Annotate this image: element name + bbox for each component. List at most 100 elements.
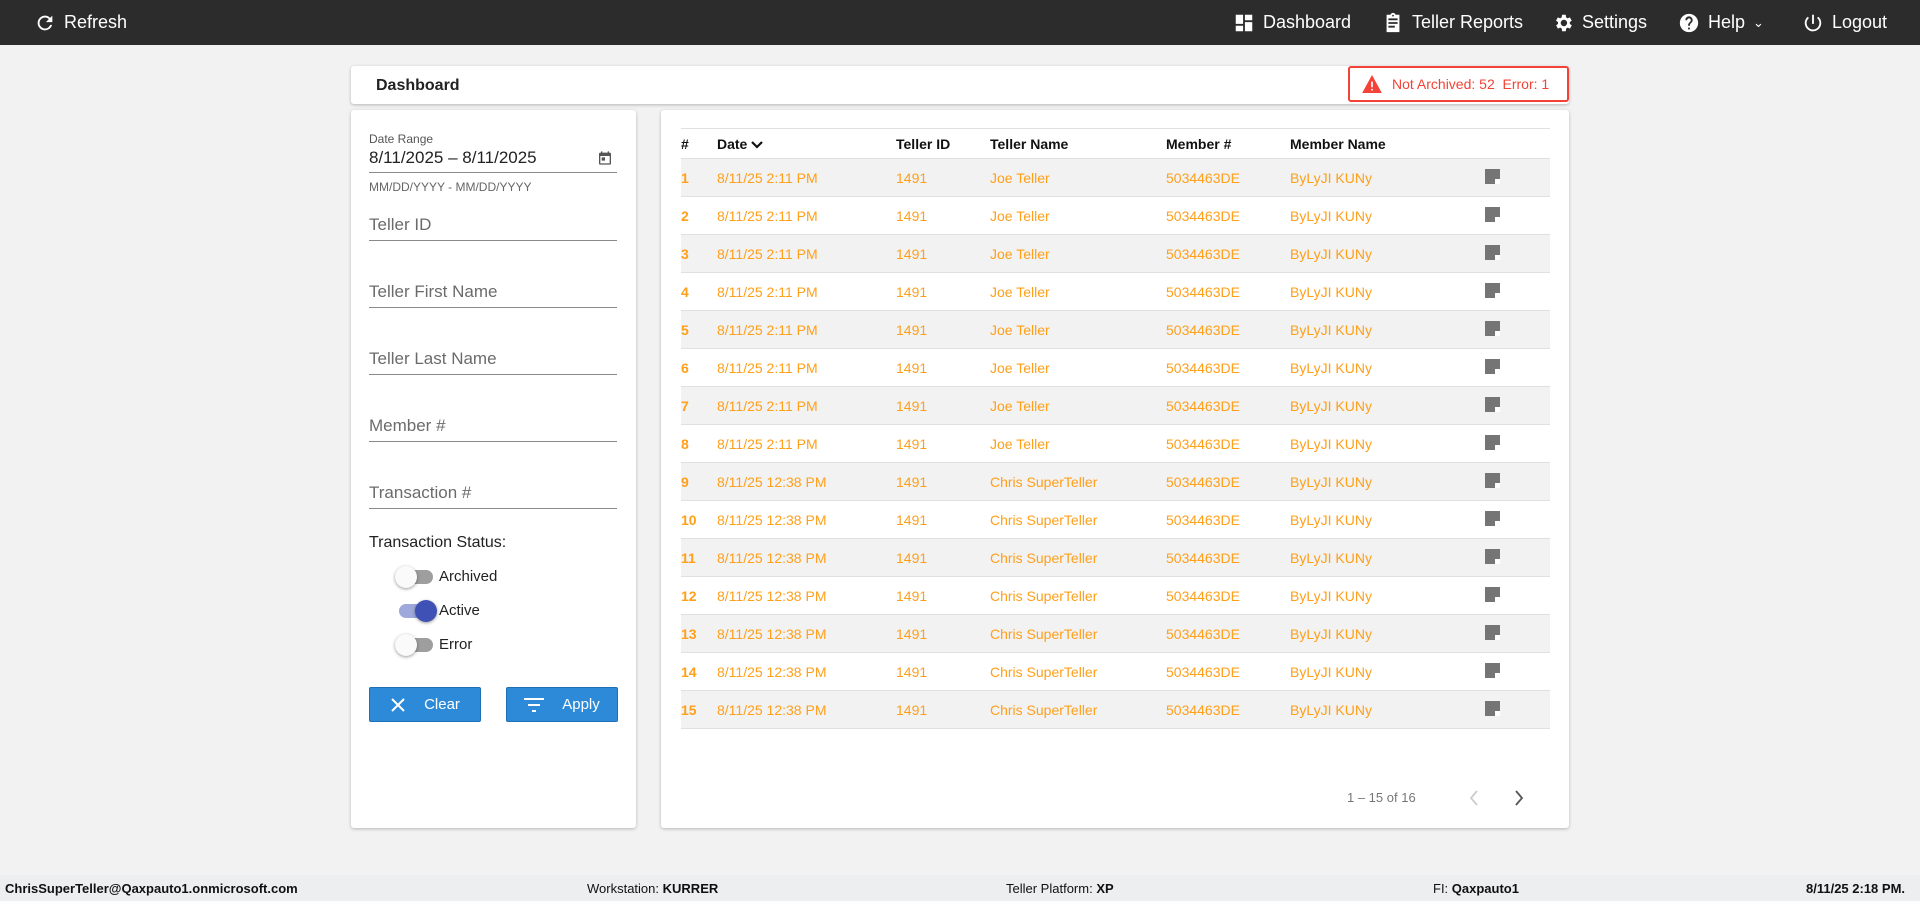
teller-first-name-placeholder: Teller First Name — [369, 282, 498, 301]
row-date: 8/11/25 2:11 PM — [717, 158, 896, 197]
note-icon[interactable] — [1485, 320, 1500, 336]
note-icon[interactable] — [1485, 700, 1500, 716]
prev-page-icon[interactable] — [1469, 790, 1479, 806]
nav-settings-label: Settings — [1582, 12, 1648, 32]
row-notes — [1485, 272, 1550, 311]
row-teller-id: 1491 — [896, 462, 990, 501]
nav-dashboard[interactable]: Dashboard — [1233, 0, 1351, 45]
refresh-label: Refresh — [64, 12, 128, 32]
footer-datetime: 8/11/25 2:18 PM. — [1806, 881, 1906, 896]
note-icon[interactable] — [1485, 662, 1500, 678]
row-notes — [1485, 690, 1550, 729]
note-icon[interactable] — [1485, 510, 1500, 526]
next-page-icon[interactable] — [1514, 790, 1524, 806]
toggle-error[interactable]: Error — [395, 633, 472, 656]
row-notes — [1485, 424, 1550, 463]
transaction-number-input[interactable]: Transaction # — [369, 483, 617, 509]
row-member-name: ByLyJI KUNy — [1290, 538, 1485, 577]
page-title: Dashboard — [376, 77, 460, 94]
row-member-number: 5034463DE — [1166, 196, 1290, 235]
clear-button[interactable]: Clear — [369, 687, 481, 722]
teller-last-name-placeholder: Teller Last Name — [369, 349, 497, 368]
note-icon[interactable] — [1485, 548, 1500, 564]
note-icon[interactable] — [1485, 244, 1500, 260]
note-icon[interactable] — [1485, 624, 1500, 640]
member-number-input[interactable]: Member # — [369, 416, 617, 442]
table-row[interactable]: 8 8/11/25 2:11 PM 1491 Joe Teller 5034463DE B… — [681, 424, 1550, 463]
row-teller-id: 1491 — [896, 196, 990, 235]
nav-settings[interactable]: Settings — [1552, 0, 1647, 45]
date-range-field[interactable]: Date Range 8/11/2025 – 8/11/2025 — [369, 132, 617, 173]
row-member-number: 5034463DE — [1166, 576, 1290, 615]
table-row[interactable]: 6 8/11/25 2:11 PM 1491 Joe Teller 5034463DE B… — [681, 348, 1550, 387]
note-icon[interactable] — [1485, 396, 1500, 412]
col-teller-id: Teller ID — [896, 128, 990, 159]
table-row[interactable]: 11 8/11/25 12:38 PM 1491 Chris SuperTeller 5… — [681, 538, 1550, 577]
nav-help[interactable]: Help ⌄ — [1678, 0, 1764, 45]
table-row[interactable]: 5 8/11/25 2:11 PM 1491 Joe Teller 5034463DE B… — [681, 310, 1550, 349]
row-teller-name: Chris SuperTeller — [990, 500, 1166, 539]
row-member-name: ByLyJI KUNy — [1290, 462, 1485, 501]
table-row[interactable]: 12 8/11/25 12:38 PM 1491 Chris SuperTeller 5… — [681, 576, 1550, 615]
footer-user: ChrisSuperTeller@Qaxpauto1.onmicrosoft.c… — [5, 881, 298, 896]
warning-icon — [1362, 75, 1382, 93]
row-notes — [1485, 652, 1550, 691]
row-member-name: ByLyJI KUNy — [1290, 158, 1485, 197]
note-icon[interactable] — [1485, 586, 1500, 602]
table-row[interactable]: 3 8/11/25 2:11 PM 1491 Joe Teller 5034463DE B… — [681, 234, 1550, 273]
row-notes — [1485, 500, 1550, 539]
row-teller-id: 1491 — [896, 310, 990, 349]
teller-id-input[interactable]: Teller ID — [369, 215, 617, 241]
refresh-button[interactable]: Refresh — [34, 0, 127, 45]
row-date: 8/11/25 12:38 PM — [717, 538, 896, 577]
row-member-number: 5034463DE — [1166, 234, 1290, 273]
table-row[interactable]: 13 8/11/25 12:38 PM 1491 Chris SuperTeller 5… — [681, 614, 1550, 653]
nav-dashboard-label: Dashboard — [1263, 12, 1352, 32]
status-footer: ChrisSuperTeller@Qaxpauto1.onmicrosoft.c… — [0, 875, 1920, 901]
row-date: 8/11/25 12:38 PM — [717, 462, 896, 501]
table-row[interactable]: 10 8/11/25 12:38 PM 1491 Chris SuperTeller 5… — [681, 500, 1550, 539]
table-row[interactable]: 7 8/11/25 2:11 PM 1491 Joe Teller 5034463DE B… — [681, 386, 1550, 425]
table-row[interactable]: 2 8/11/25 2:11 PM 1491 Joe Teller 5034463DE B… — [681, 196, 1550, 235]
row-teller-name: Joe Teller — [990, 272, 1166, 311]
note-icon[interactable] — [1485, 168, 1500, 184]
table-row[interactable]: 9 8/11/25 12:38 PM 1491 Chris SuperTeller 50… — [681, 462, 1550, 501]
row-member-name: ByLyJI KUNy — [1290, 272, 1485, 311]
row-date: 8/11/25 12:38 PM — [717, 690, 896, 729]
note-icon[interactable] — [1485, 472, 1500, 488]
row-teller-name: Chris SuperTeller — [990, 462, 1166, 501]
row-teller-id: 1491 — [896, 272, 990, 311]
table-row[interactable]: 14 8/11/25 12:38 PM 1491 Chris SuperTeller 5… — [681, 652, 1550, 691]
note-icon[interactable] — [1485, 282, 1500, 298]
teller-first-name-input[interactable]: Teller First Name — [369, 282, 617, 308]
row-number: 12 — [681, 576, 717, 615]
gear-icon — [1556, 14, 1572, 31]
row-notes — [1485, 614, 1550, 653]
calendar-icon[interactable] — [597, 150, 613, 166]
status-alert-badge[interactable]: Not Archived: 52 Error: 1 — [1348, 66, 1569, 102]
table-row[interactable]: 1 8/11/25 2:11 PM 1491 Joe Teller 5034463DE B… — [681, 158, 1550, 197]
row-teller-name: Joe Teller — [990, 386, 1166, 425]
table-row[interactable]: 15 8/11/25 12:38 PM 1491 Chris SuperTeller 5… — [681, 690, 1550, 729]
apply-button[interactable]: Apply — [506, 687, 618, 722]
toggle-archived[interactable]: Archived — [395, 565, 497, 588]
sort-desc-icon[interactable] — [751, 140, 764, 149]
toggle-knob — [415, 599, 437, 622]
table-row[interactable]: 4 8/11/25 2:11 PM 1491 Joe Teller 5034463DE B… — [681, 272, 1550, 311]
row-date: 8/11/25 2:11 PM — [717, 234, 896, 273]
note-icon[interactable] — [1485, 358, 1500, 374]
col-date[interactable]: Date — [717, 128, 896, 159]
note-icon[interactable] — [1485, 434, 1500, 450]
toggle-knob — [395, 565, 417, 588]
teller-last-name-input[interactable]: Teller Last Name — [369, 349, 617, 375]
row-date: 8/11/25 2:11 PM — [717, 386, 896, 425]
row-number: 6 — [681, 348, 717, 387]
nav-logout[interactable]: Logout — [1802, 0, 1887, 45]
nav-teller-reports[interactable]: Teller Reports — [1382, 0, 1523, 45]
row-member-name: ByLyJI KUNy — [1290, 424, 1485, 463]
row-member-name: ByLyJI KUNy — [1290, 576, 1485, 615]
note-icon[interactable] — [1485, 206, 1500, 222]
row-teller-id: 1491 — [896, 500, 990, 539]
row-number: 1 — [681, 158, 717, 197]
toggle-active[interactable]: Active — [399, 599, 480, 622]
